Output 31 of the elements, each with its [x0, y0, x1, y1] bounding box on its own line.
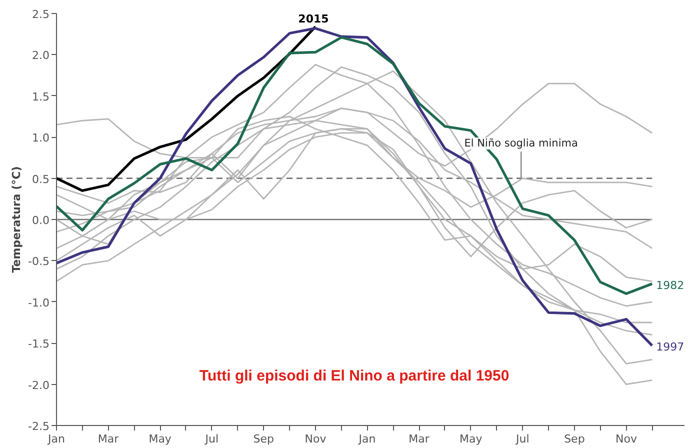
x-tick-label: Mar: [98, 432, 120, 446]
y-axis-title: Temperatura (°C): [10, 166, 24, 273]
line-series: [56, 27, 654, 347]
y-tick-label: 0.5: [32, 172, 50, 186]
y-tick-label: 1.0: [32, 132, 50, 145]
annotation: Tutti gli episodi di El Nino a partire dal 1950: [199, 367, 510, 384]
y-tick-label: -1.0: [28, 296, 50, 310]
x-tick-label: May: [459, 432, 483, 446]
x-tick-label: Sep: [564, 432, 585, 446]
x-tick-label: May: [148, 432, 172, 446]
ref-line-label: El Niño soglia minima: [464, 137, 578, 150]
y-tick-label: -2.5: [28, 420, 50, 433]
series-label: 1997: [656, 340, 684, 354]
x-tick-label: Nov: [304, 432, 327, 446]
line-series: [56, 25, 317, 192]
y-tick-label: 0.0: [32, 214, 50, 227]
x-tick-label: Sep: [253, 432, 274, 446]
x-tick-label: Jul: [204, 432, 219, 446]
x-tick-label: Mar: [408, 432, 430, 446]
series-label: 2015: [298, 12, 329, 26]
x-tick-label: Jan: [358, 432, 376, 446]
y-tick-label: -1.5: [28, 338, 50, 351]
y-tick-label: -0.5: [28, 255, 50, 268]
y-tick-label: 2.0: [32, 49, 50, 62]
y-tick-label: 1.5: [32, 90, 50, 104]
y-tick-label: 2.5: [32, 8, 50, 21]
x-tick-label: Nov: [616, 432, 638, 446]
series-label: 1982: [656, 278, 684, 292]
x-tick-label: Jan: [47, 432, 66, 446]
x-tick-label: Jul: [515, 432, 530, 446]
y-tick-label: -2.0: [28, 378, 50, 392]
